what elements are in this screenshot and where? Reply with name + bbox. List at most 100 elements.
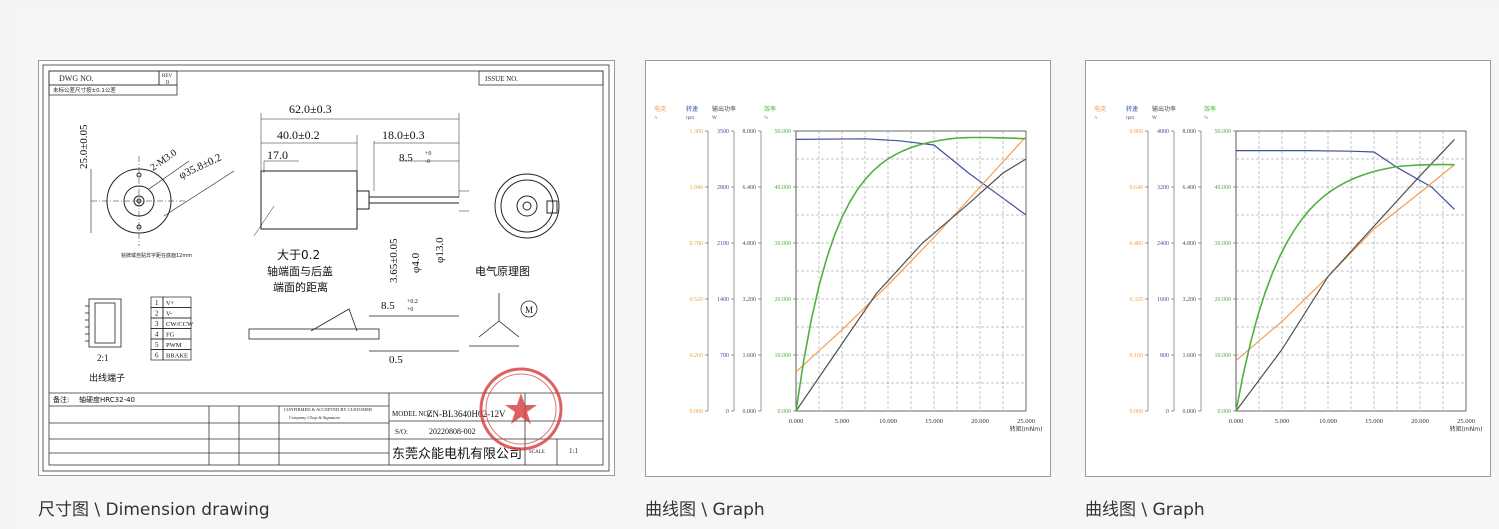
speed-tick: 4000 — [1157, 129, 1169, 135]
efficiency-tick: 40.000 — [1215, 185, 1232, 191]
power-tick: 4.800 — [743, 241, 757, 247]
x-tick: 0.000 — [789, 418, 804, 425]
note-gt02: 大于0.2 — [277, 248, 320, 262]
graph-card-1[interactable]: 电流 A 转速 rpm 输出功率 W 效率% 0.000 0.260 0.520 0.780 1.04… — [645, 60, 1051, 477]
efficiency-tick: 30.000 — [775, 241, 792, 247]
axis-header: 转速 — [1126, 105, 1138, 113]
power-tick: 6.400 — [1183, 185, 1197, 191]
ratio-label: 2:1 — [97, 353, 109, 363]
company-stamp — [479, 367, 563, 451]
curves — [795, 136, 1027, 412]
speed-tick: 3200 — [1157, 185, 1169, 191]
remark-label: 备注: — [53, 395, 69, 404]
power-tick: 4.800 — [1183, 241, 1197, 247]
axis-header: 输出功率 — [1152, 105, 1176, 113]
speed-tick: 2100 — [717, 241, 729, 247]
speed-curve — [795, 138, 1027, 216]
remark: 轴硬度HRC32-40 — [79, 395, 135, 404]
connector-drawing — [85, 298, 122, 348]
pin-name: FG — [166, 332, 175, 339]
curves — [1235, 138, 1455, 412]
x-tick: 15.000 — [925, 418, 943, 425]
dim-13: φ13.0 — [434, 237, 446, 263]
dim-365: 3.65±0.05 — [388, 238, 400, 283]
scale-value: 1:1 — [569, 447, 578, 455]
axis-unit: W — [712, 116, 717, 121]
axis-unit: % — [764, 116, 768, 121]
dimension-drawing: DWG NO. REV 0 未标公差尺寸按±0.1公差 ISSUE NO. 25… — [42, 64, 610, 472]
x-tick: 25.000 — [1017, 418, 1035, 425]
pin-no: 6 — [155, 352, 159, 360]
efficiency-tick: 20.000 — [1215, 297, 1232, 303]
efficiency-tick: 50.000 — [1215, 129, 1232, 135]
axis-header: 电流 — [1094, 105, 1106, 113]
current-tick: 0.520 — [690, 297, 704, 303]
current-tick: 0.640 — [1130, 185, 1144, 191]
terminal-label: 出线端子 — [89, 372, 125, 384]
efficiency-tick: 40.000 — [775, 185, 792, 191]
x-tick: 0.000 — [1229, 418, 1244, 425]
current-curve — [1235, 164, 1455, 362]
note-gap-1: 轴端面与后盖 — [267, 264, 333, 278]
power-tick: 0.000 — [743, 409, 757, 415]
speed-tick: 0 — [1166, 409, 1169, 415]
efficiency-tick: 50.000 — [775, 129, 792, 135]
svg-text:-0: -0 — [425, 159, 430, 165]
dim-17: 17.0 — [267, 148, 288, 162]
speed-tick: 1400 — [717, 297, 729, 303]
dim-85b: 8.5 — [381, 300, 395, 312]
x-tick: 20.000 — [971, 418, 989, 425]
pin-no: 1 — [155, 299, 159, 307]
dim-358: φ35.8±0.2 — [177, 152, 223, 182]
power-curve — [1235, 138, 1455, 412]
dim-18: 18.0±0.3 — [382, 128, 425, 142]
speed-tick: 2800 — [717, 185, 729, 191]
plot-grid — [795, 130, 1027, 412]
dimension-drawing-card[interactable]: DWG NO. REV 0 未标公差尺寸按±0.1公差 ISSUE NO. 25… — [38, 60, 615, 476]
pin-no: 4 — [155, 331, 159, 339]
power-tick: 8.000 — [743, 129, 757, 135]
confirm-label: CONFIRMED & ACCEPTED BY CUSTOMER — [284, 407, 372, 412]
pin-no: 5 — [155, 341, 159, 349]
x-axis-label: 转矩(mNm) — [1010, 425, 1043, 433]
power-tick: 6.400 — [743, 185, 757, 191]
current-tick: 0.480 — [1130, 241, 1144, 247]
side-view — [253, 113, 469, 237]
dim-m3: 2-M3.0 — [148, 147, 179, 173]
current-curve — [795, 136, 1027, 373]
graph-card-2[interactable]: 电流 A 转速 rpm 输出功率 W 效率% 0.000 0.160 0.320 0.480 0.64… — [1085, 60, 1491, 477]
speed-axis: 0 800 1600 2400 3200 4000 — [1157, 129, 1175, 415]
efficiency-tick: 0.000 — [778, 409, 792, 415]
company-name: 东莞众能电机有限公司 — [392, 447, 522, 462]
label-note: 铭牌或自贴非字距在底面12mm — [121, 252, 192, 259]
svg-text:M: M — [525, 305, 533, 315]
axis-unit: rpm — [686, 116, 694, 121]
dim-40: 40.0±0.2 — [277, 128, 320, 142]
dim-62: 62.0±0.3 — [289, 102, 332, 116]
dim-25: 25.0±0.05 — [78, 124, 90, 169]
axis-header: 效率 — [764, 105, 776, 113]
axis-header: 电流 — [654, 105, 666, 113]
circuit-diagram — [469, 293, 538, 347]
power-tick: 0.000 — [1183, 409, 1197, 415]
efficiency-axis: 0.000 10.000 20.000 30.000 40.000 50.000 — [1215, 129, 1237, 415]
pin-name: V- — [166, 311, 172, 318]
axis-header: 效率 — [1204, 105, 1216, 113]
axis-unit: % — [1204, 116, 1208, 121]
pin-no: 3 — [155, 320, 159, 328]
current-tick: 0.260 — [690, 353, 704, 359]
rev-value: 0 — [166, 80, 169, 86]
power-axis: 0.000 1.600 3.200 4.800 6.400 8.000 — [743, 129, 762, 415]
note-gap-2: 端面的距离 — [273, 280, 328, 294]
current-axis: 0.000 0.260 0.520 0.780 1.040 1.300 — [690, 129, 709, 415]
sn-number: 20220808-002 — [429, 427, 476, 436]
svg-text:+0: +0 — [407, 307, 413, 313]
x-tick: 15.000 — [1365, 418, 1383, 425]
pin-name-cell — [162, 349, 192, 361]
performance-graph-2: 电流 A 转速 rpm 输出功率 W 效率% 0.000 0.160 0.320 0.480 0.64… — [1094, 105, 1482, 433]
front-view — [90, 156, 235, 246]
svg-text:+0.2: +0.2 — [407, 299, 418, 305]
rev-label: REV — [162, 74, 172, 79]
x-axis: 0.000 5.000 10.000 15.000 20.000 25.000转矩(mNm… — [789, 418, 1043, 433]
confirm-sub: Company Chop & Signature — [289, 415, 340, 420]
